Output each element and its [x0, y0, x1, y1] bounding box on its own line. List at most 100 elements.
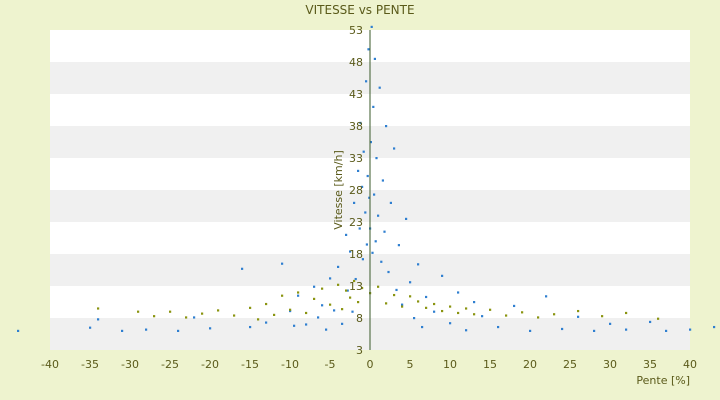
data-point-series-1: [421, 325, 424, 329]
data-point-series-2: [417, 300, 420, 303]
data-point-series-1: [89, 326, 92, 329]
data-point-series-2: [153, 315, 156, 318]
data-point-series-2: [401, 305, 404, 308]
data-point-series-1: [689, 328, 692, 331]
y-tick-label: 38: [349, 120, 363, 133]
data-point-series-1: [370, 25, 373, 28]
data-point-series-1: [389, 201, 392, 204]
data-point-series-1: [401, 303, 404, 306]
data-point-series-1: [374, 240, 377, 243]
x-tick-label: 5: [407, 358, 414, 371]
data-point-series-1: [413, 317, 416, 320]
x-tick-label: 10: [443, 358, 457, 371]
y-tick-label: 53: [349, 24, 363, 37]
x-tick-label: 40: [683, 358, 697, 371]
y-tick-label: 18: [349, 248, 363, 261]
data-point-series-1: [17, 329, 20, 332]
y-axis-title: Vitesse [km/h]: [332, 150, 345, 230]
data-point-series-1: [457, 291, 460, 294]
data-point-series-1: [357, 169, 360, 172]
x-tick-label: 25: [563, 358, 577, 371]
data-point-series-1: [375, 157, 378, 160]
data-point-series-2: [441, 309, 444, 313]
data-point-series-2: [349, 296, 352, 299]
data-point-series-2: [217, 309, 220, 312]
data-point-series-1: [297, 294, 300, 297]
y-tick-label: 43: [349, 88, 363, 101]
data-point-series-1: [373, 193, 376, 196]
data-point-series-1: [381, 179, 384, 182]
data-point-series-2: [521, 311, 524, 314]
data-point-series-1: [321, 304, 324, 307]
data-point-series-1: [513, 304, 516, 308]
data-point-series-1: [441, 274, 444, 277]
data-point-series-1: [289, 309, 292, 313]
data-point-series-2: [465, 307, 468, 310]
data-point-series-2: [505, 314, 508, 317]
y-tick-label: 8: [356, 312, 363, 325]
data-point-series-1: [281, 262, 284, 265]
y-tick-label: 13: [349, 280, 363, 293]
data-point-series-1: [209, 327, 212, 330]
x-tick-label: -10: [281, 358, 299, 371]
data-point-series-1: [193, 316, 196, 319]
data-point-series-2: [457, 311, 460, 315]
data-point-series-1: [713, 325, 716, 329]
data-point-series-1: [465, 329, 468, 332]
data-point-series-2: [345, 289, 348, 292]
data-point-series-1: [473, 301, 476, 304]
data-point-series-1: [409, 281, 412, 284]
data-point-series-2: [273, 313, 276, 316]
data-point-series-1: [293, 324, 296, 327]
data-point-series-1: [349, 250, 352, 253]
data-point-series-1: [425, 295, 428, 299]
data-point-series-1: [265, 321, 268, 324]
data-point-series-2: [601, 315, 604, 318]
data-point-series-2: [385, 302, 388, 305]
data-point-series-2: [233, 314, 236, 317]
data-point-series-1: [529, 329, 532, 332]
data-point-series-2: [321, 287, 324, 290]
x-tick-label: 35: [643, 358, 657, 371]
data-point-series-1: [354, 277, 357, 281]
data-point-series-1: [333, 309, 336, 312]
data-point-series-2: [265, 302, 268, 306]
data-point-series-2: [377, 285, 380, 288]
data-point-series-1: [372, 105, 375, 108]
x-tick-label: -5: [325, 358, 336, 371]
data-point-series-1: [337, 265, 340, 268]
data-point-series-1: [383, 230, 386, 233]
data-point-series-1: [365, 80, 368, 83]
chart-title: VITESSE vs PENTE: [305, 3, 414, 17]
data-point-series-2: [313, 297, 316, 300]
x-tick-label: -40: [41, 358, 59, 371]
data-points: [17, 25, 716, 332]
data-point-series-1: [317, 316, 320, 319]
data-point-series-2: [553, 313, 556, 316]
data-point-series-1: [358, 227, 361, 230]
data-point-series-2: [449, 305, 452, 308]
x-tick-labels: -40 -35 -30 -25 -20 -15 -10 -5 0 5 10 15 20 25 30 35 40: [41, 358, 697, 371]
x-tick-label: -30: [121, 358, 139, 371]
data-point-series-1: [305, 323, 308, 326]
data-point-series-1: [313, 285, 316, 288]
data-point-series-1: [378, 86, 381, 89]
data-point-series-1: [359, 121, 362, 124]
data-point-series-1: [249, 325, 252, 329]
data-point-series-1: [373, 57, 376, 60]
data-point-series-2: [657, 317, 660, 320]
data-point-series-1: [351, 310, 354, 313]
y-tick-label: 48: [349, 56, 363, 69]
x-tick-label: -20: [201, 358, 219, 371]
data-point-series-1: [361, 258, 364, 261]
data-point-series-1: [417, 263, 420, 266]
data-point-series-2: [357, 301, 360, 304]
data-point-series-1: [405, 217, 408, 220]
x-tick-label: 0: [367, 358, 374, 371]
data-point-series-1: [369, 141, 372, 144]
data-point-series-1: [593, 329, 596, 332]
data-point-series-1: [385, 125, 388, 128]
